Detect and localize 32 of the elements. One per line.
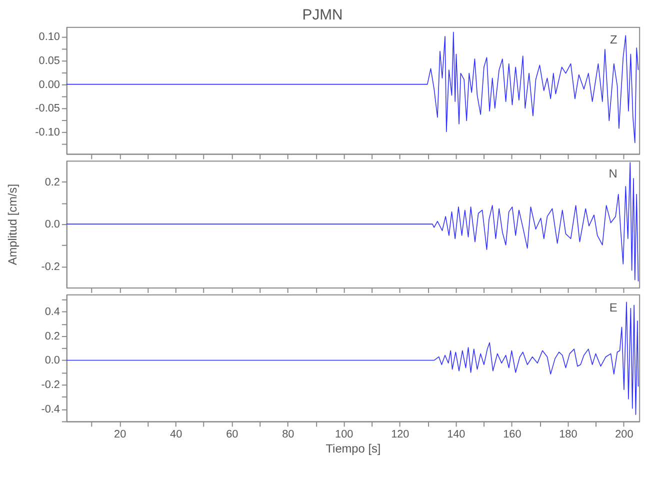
x-tick-label: 160 (503, 428, 522, 441)
annotation: N (608, 166, 618, 180)
y-tick-label: 0.0 (44, 218, 60, 231)
y-tick-label: -0.4 (41, 404, 60, 416)
y-tick-label: -0.05 (35, 102, 60, 115)
x-tick-label: 200 (615, 428, 634, 441)
x-tick-label: 40 (170, 428, 182, 441)
x-tick-label: 140 (447, 428, 466, 441)
y-tick-label: 0.10 (38, 30, 60, 43)
annotation: E (609, 300, 618, 314)
annotation: Z (610, 32, 618, 47)
y-axis-title: Amplitud [cm/s] (5, 184, 20, 266)
x-axis-title: Tiempo [s] (326, 441, 381, 456)
y-tick-label: -0.2 (41, 379, 60, 392)
y-tick-label: 0.00 (38, 78, 60, 91)
x-tick-label: 100 (335, 428, 354, 441)
y-tick-label: 0.2 (44, 176, 60, 188)
x-tick-label: 180 (559, 428, 578, 441)
x-tick-label: 120 (391, 428, 410, 441)
x-tick-label: 20 (114, 428, 126, 441)
x-tick-label: 60 (226, 428, 238, 441)
y-tick-label: -0.10 (35, 126, 60, 139)
line-series (66, 302, 639, 416)
y-tick-label: 0.0 (44, 354, 60, 367)
chart-title: PJMN (302, 7, 343, 24)
line-series (66, 162, 639, 282)
y-tick-label: 0.2 (44, 330, 60, 342)
x-tick-label: 80 (282, 428, 294, 441)
y-tick-label: 0.4 (44, 306, 60, 318)
y-tick-label: -0.2 (41, 260, 60, 273)
line-series (66, 32, 639, 144)
y-tick-label: 0.05 (38, 54, 60, 67)
